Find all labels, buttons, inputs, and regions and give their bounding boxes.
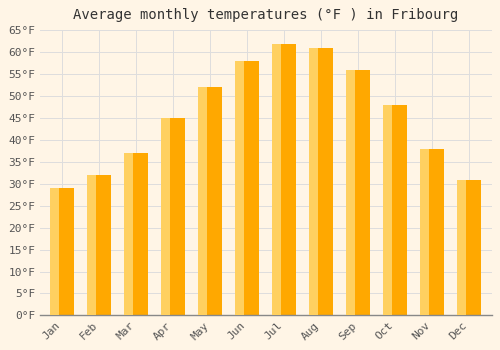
Bar xyxy=(198,88,207,315)
Bar xyxy=(346,70,370,315)
Bar xyxy=(88,175,96,315)
Bar xyxy=(124,153,133,315)
Bar xyxy=(384,105,407,315)
Bar xyxy=(198,88,222,315)
Bar xyxy=(420,149,444,315)
Bar xyxy=(310,48,318,315)
Bar xyxy=(458,180,481,315)
Bar xyxy=(50,188,74,315)
Bar xyxy=(124,153,148,315)
Bar xyxy=(346,70,355,315)
Bar xyxy=(162,118,186,315)
Bar xyxy=(384,105,392,315)
Bar xyxy=(236,61,244,315)
Bar xyxy=(272,44,281,315)
Bar xyxy=(272,44,296,315)
Title: Average monthly temperatures (°F ) in Fribourg: Average monthly temperatures (°F ) in Fr… xyxy=(74,8,458,22)
Bar xyxy=(458,180,466,315)
Bar xyxy=(50,188,59,315)
Bar xyxy=(88,175,112,315)
Bar xyxy=(310,48,334,315)
Bar xyxy=(236,61,260,315)
Bar xyxy=(162,118,170,315)
Bar xyxy=(420,149,429,315)
